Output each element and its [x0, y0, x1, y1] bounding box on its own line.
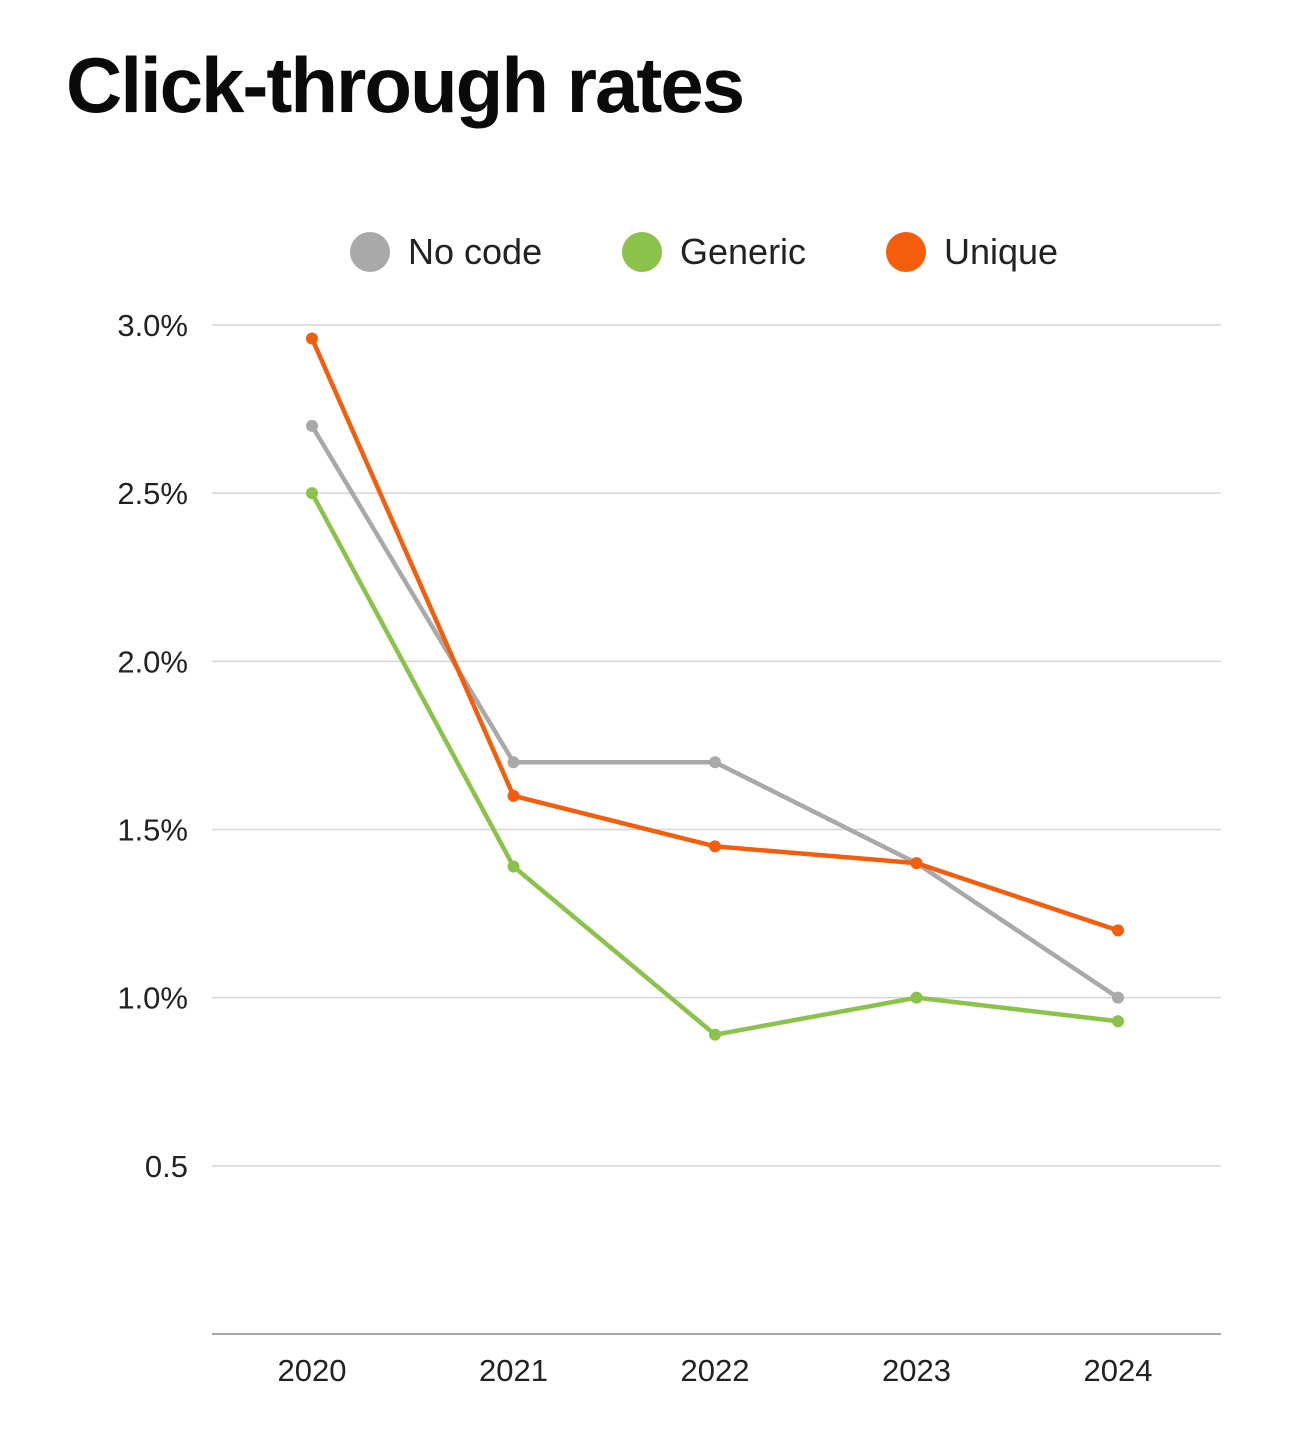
x-tick-label: 2024: [1084, 1353, 1153, 1388]
data-point-generic: [1112, 1015, 1124, 1028]
data-point-unique: [507, 789, 520, 802]
data-point-no-code: [1112, 991, 1124, 1004]
series-generic: [306, 487, 1124, 1041]
y-tick-label: 1.5%: [117, 813, 188, 848]
data-point-unique: [306, 332, 318, 345]
data-point-no-code: [507, 756, 520, 769]
data-point-generic: [507, 860, 520, 873]
legend-label-unique: Unique: [944, 231, 1059, 272]
legend-swatch-generic: [622, 232, 662, 272]
x-tick-label: 2023: [882, 1353, 951, 1388]
y-tick-label: 3.0%: [117, 308, 188, 343]
data-point-generic: [910, 991, 923, 1004]
x-tick-label: 2022: [681, 1353, 750, 1388]
legend-label-generic: Generic: [680, 231, 807, 272]
x-tick-label: 2021: [479, 1353, 548, 1388]
x-tick-label: 2020: [278, 1353, 347, 1388]
data-point-unique: [910, 857, 923, 870]
series-unique: [306, 332, 1124, 937]
legend-item-generic: Generic: [622, 226, 806, 278]
data-point-unique: [1112, 924, 1124, 937]
series-line-no-code: [309, 423, 1121, 1000]
legend-label-no-code: No code: [408, 231, 543, 272]
legend-swatch-no-code: [350, 232, 390, 272]
y-tick-label: 2.0%: [117, 644, 188, 679]
legend: No code Generic Unique: [0, 226, 1312, 278]
y-tick-label: 1.0%: [117, 981, 188, 1016]
legend-swatch-unique: [886, 232, 926, 272]
y-tick-label: 2.5%: [117, 476, 188, 511]
data-point-unique: [709, 840, 721, 853]
data-point-no-code: [709, 756, 721, 769]
data-point-generic: [306, 487, 318, 500]
data-point-no-code: [306, 419, 318, 432]
data-point-generic: [709, 1028, 721, 1041]
legend-item-unique: Unique: [886, 226, 1058, 278]
y-tick-label: 0.5: [145, 1149, 188, 1184]
legend-item-no-code: No code: [350, 226, 542, 278]
chart-title: Click-through rates: [66, 41, 745, 129]
